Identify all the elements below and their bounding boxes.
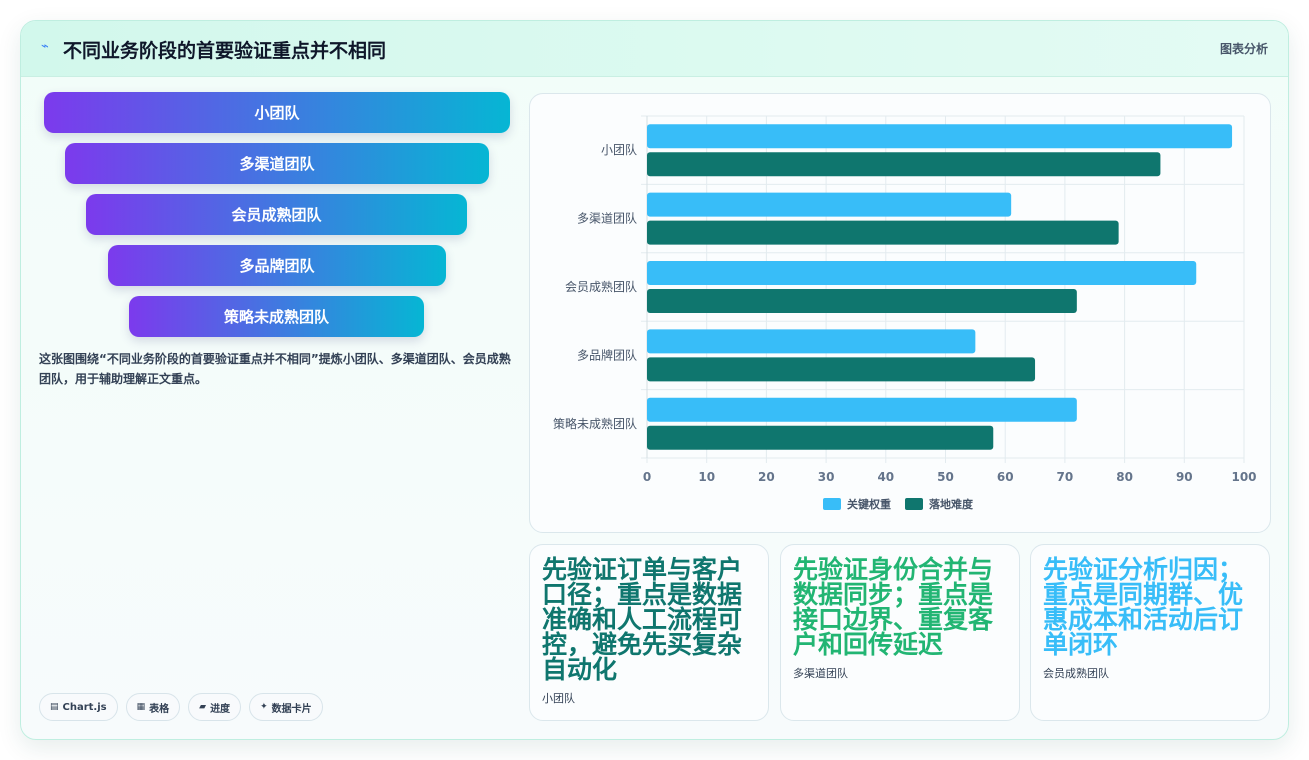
funnel-item: 策略未成熟团队 [129,296,424,337]
legend-swatch [905,498,923,510]
funnel-item: 小团队 [44,92,510,133]
insight-label: 多渠道团队 [793,667,848,680]
y-tick-label: 多品牌团队 [577,347,637,362]
bar [647,289,1077,313]
bar [647,357,1036,382]
bar [647,192,1012,217]
chart-card: ⌁ 不同业务阶段的首要验证重点并不相同 图表分析 小团队 多渠道团队 会员成熟团… [20,20,1289,740]
x-tick-label: 90 [1176,470,1193,484]
legend-label: 关键权重 [847,497,891,511]
bar [647,220,1119,245]
page-title: 不同业务阶段的首要验证重点并不相同 [63,40,387,62]
bar [647,397,1077,422]
progress-icon: ▰ [199,702,207,712]
sparkle-icon: ✦ [260,702,268,712]
x-tick-label: 10 [698,470,715,484]
bar [647,124,1233,149]
bar [647,329,976,354]
bar [647,261,1197,285]
x-tick-label: 80 [1116,470,1133,484]
insight-card: 先验证身份合并与数据同步；重点是接口边界、重复客户和回传延迟 多渠道团队 [780,544,1020,721]
insight-card: 先验证订单与客户口径；重点是数据准确和人工流程可控，避免先买复杂自动化 小团队 [529,544,769,721]
chart-icon: ▤ [50,702,59,712]
legend-label: 落地难度 [929,497,974,511]
pill-chartjs[interactable]: ▤ Chart.js [39,693,118,721]
legend-swatch [823,498,841,510]
insight-text: 先验证分析归因；重点是同期群、优惠成本和活动后订单闭环 [1043,555,1244,659]
bar [647,425,994,450]
insight-text: 先验证身份合并与数据同步；重点是接口边界、重复客户和回传延迟 [793,555,994,659]
x-tick-label: 20 [758,470,775,484]
pill-progress[interactable]: ▰ 进度 [188,693,242,721]
tool-pills: ▤ Chart.js ▦ 表格 ▰ 进度 ✦ 数据卡片 [39,693,323,721]
insight-text: 先验证订单与客户口径；重点是数据准确和人工流程可控，避免先买复杂自动化 [542,555,743,684]
bar-chart: 0 10 20 30 40 50 60 70 80 90 100 小团队多渠道团队会员成熟团队多品牌团… [553,115,1257,511]
pill-data-card[interactable]: ✦ 数据卡片 [249,693,323,721]
bar-chart-panel: 0 10 20 30 40 50 60 70 80 90 100 小团队多渠道团队会员成熟团队多品牌团… [529,93,1271,533]
funnel-item: 会员成熟团队 [86,194,467,235]
x-tick-label: 100 [1231,470,1256,484]
y-tick-label: 策略未成熟团队 [553,416,637,431]
x-tick-label: 30 [818,470,835,484]
funnel-item: 多渠道团队 [65,143,489,184]
table-icon: ▦ [136,702,146,712]
chart-analysis-tag: 图表分析 [1219,42,1268,56]
y-tick-label: 多渠道团队 [577,211,637,226]
pill-table[interactable]: ▦ 表格 [125,693,181,721]
x-tick-label: 40 [877,470,894,484]
sparkline-icon: ⌁ [41,39,49,54]
x-tick-label: 50 [937,470,954,484]
x-tick-label: 0 [643,470,651,484]
insight-card: 先验证分析归因；重点是同期群、优惠成本和活动后订单闭环 会员成熟团队 [1030,544,1270,721]
y-tick-label: 会员成熟团队 [565,279,637,294]
x-tick-label: 70 [1057,470,1074,484]
insight-label: 会员成熟团队 [1043,667,1109,680]
chart-description: 这张图围绕“不同业务阶段的首要验证重点并不相同”提炼小团队、多渠道团队、会员成熟… [39,352,511,386]
funnel-item: 多品牌团队 [108,245,446,286]
bar [647,152,1161,177]
card-header: ⌁ 不同业务阶段的首要验证重点并不相同 图表分析 [21,21,1288,77]
insight-label: 小团队 [542,692,575,705]
x-tick-label: 60 [997,470,1014,484]
y-tick-label: 小团队 [601,142,637,157]
